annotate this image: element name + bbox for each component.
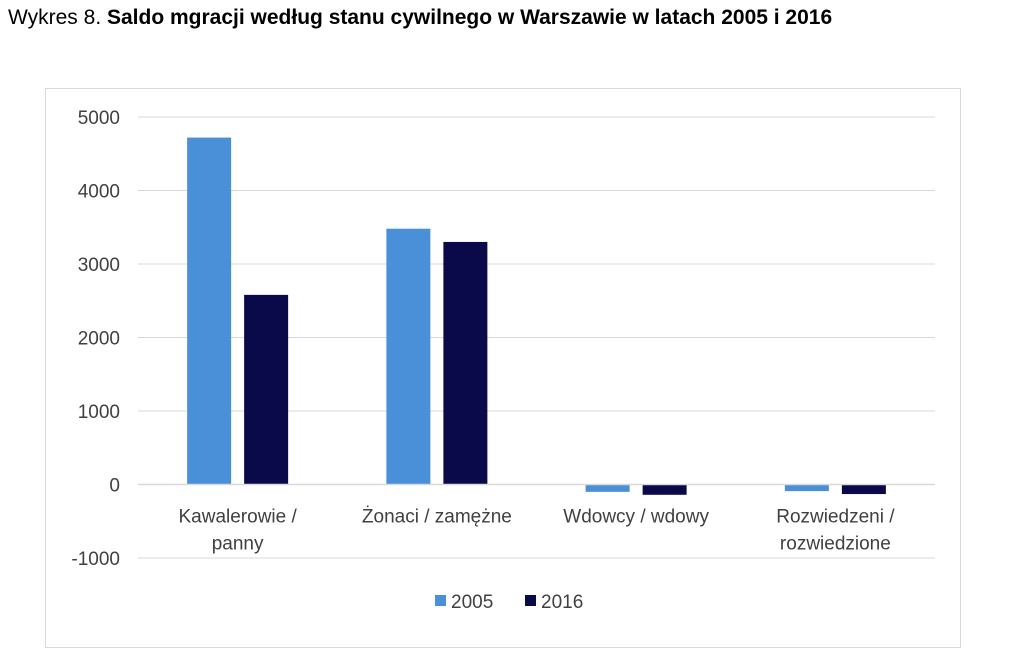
y-tick-label: 0 <box>109 476 120 497</box>
bar-2005-1 <box>386 228 431 485</box>
y-tick-label: 5000 <box>78 108 120 129</box>
bar-2005-3 <box>784 484 829 492</box>
bar-2016-0 <box>244 294 289 485</box>
y-tick-label: 3000 <box>78 255 120 276</box>
legend-swatch-2005 <box>435 595 446 606</box>
category-label: Rozwiedzeni / <box>776 507 895 528</box>
category-label: panny <box>212 534 264 555</box>
y-tick-label: -1000 <box>71 549 120 570</box>
category-label: Żonaci / zamężne <box>362 507 512 528</box>
bar-2016-2 <box>642 484 687 495</box>
bar-2016-3 <box>841 484 886 495</box>
category-label: Wdowcy / wdowy <box>563 507 709 528</box>
category-label: Kawalerowie / <box>178 507 297 528</box>
bar-2005-2 <box>585 484 630 492</box>
legend-swatch-2016 <box>525 595 536 606</box>
bar-2016-1 <box>443 241 488 485</box>
chart-title-main: Saldo mgracji według stanu cywilnego w W… <box>107 6 833 29</box>
y-tick-label: 2000 <box>78 329 120 350</box>
chart-title-prefix: Wykres 8. <box>8 6 107 29</box>
bar-2005-0 <box>187 137 232 485</box>
chart-title: Wykres 8. Saldo mgracji według stanu cyw… <box>8 4 832 32</box>
y-tick-label: 1000 <box>78 402 120 423</box>
y-tick-label: 4000 <box>78 182 120 203</box>
legend-label-2016: 2016 <box>541 592 583 613</box>
legend-label-2005: 2005 <box>451 592 493 613</box>
category-label: rozwiedzione <box>780 534 891 555</box>
